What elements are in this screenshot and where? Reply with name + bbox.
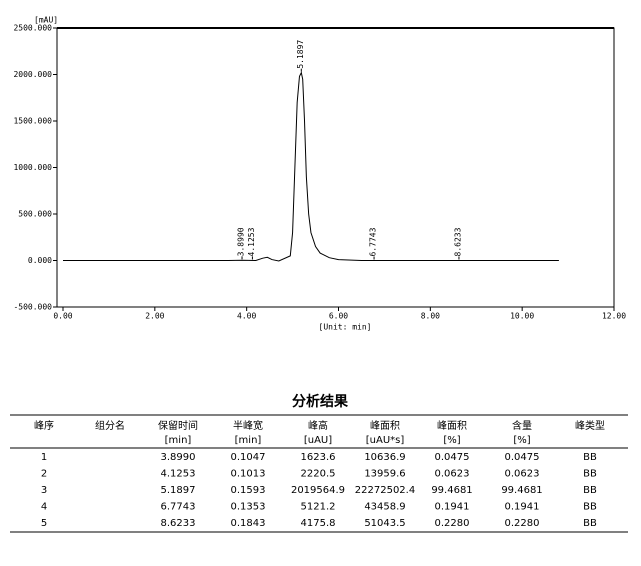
table-cell: 5121.2 — [301, 502, 336, 513]
y-tick-label: 2500.000 — [13, 24, 52, 33]
peak-label: 6.7743 — [369, 227, 378, 256]
table-cell: 10636.9 — [364, 452, 405, 463]
y-tick-label: 1500.000 — [13, 117, 52, 126]
table-cell: 99.4681 — [501, 485, 542, 496]
table-cell: 8.6233 — [161, 518, 196, 529]
table-cell: BB — [583, 452, 597, 463]
table-cell: 4.1253 — [161, 469, 196, 480]
table-cell: 4175.8 — [301, 518, 336, 529]
table: 峰序 组分名 保留时间 [min] 半峰宽 [min] 峰高 [uAU] 峰面积 [uAU*s] 峰… — [34, 419, 605, 529]
table-cell: 0.1843 — [231, 518, 266, 529]
table-cell: 0.2280 — [505, 518, 540, 529]
column-header: 半峰宽 — [233, 419, 263, 432]
peak-label: 4.1253 — [247, 227, 256, 256]
y-tick-label: 1000.000 — [13, 163, 52, 172]
table-cell: 43458.9 — [364, 502, 405, 513]
x-tick-label: 8.00 — [421, 312, 440, 321]
column-unit: [uAU] — [304, 435, 332, 446]
y-tick-label: 2000.000 — [13, 70, 52, 79]
table-cell: 0.0623 — [505, 469, 540, 480]
table-cell: 0.1353 — [231, 502, 266, 513]
table-cell: BB — [583, 518, 597, 529]
x-axis-label: [Unit: min] — [319, 323, 372, 332]
table-cell: 0.1941 — [435, 502, 470, 513]
column-header: 保留时间 — [158, 419, 198, 432]
table-cell: 2 — [41, 469, 47, 480]
table-cell: 4 — [41, 502, 47, 513]
table-cell: 3.8990 — [161, 452, 196, 463]
column-header: 组分名 — [95, 419, 125, 432]
table-cell: 2019564.9 — [291, 485, 345, 496]
table-title: 分析结果 — [292, 393, 349, 410]
table-cell: 3 — [41, 485, 47, 496]
column-unit: [%] — [443, 435, 460, 446]
x-tick-label: 10.00 — [510, 312, 534, 321]
table-cell: BB — [583, 485, 597, 496]
table-cell: 5.1897 — [161, 485, 196, 496]
table-cell: BB — [583, 469, 597, 480]
table-cell: 0.0475 — [435, 452, 470, 463]
table-cell: 0.1941 — [505, 502, 540, 513]
y-tick-label: -500.000 — [13, 303, 52, 312]
table-cell: 5 — [41, 518, 47, 529]
table-cell: 1 — [41, 452, 47, 463]
table-cell: 13959.6 — [364, 469, 405, 480]
column-unit: [min] — [165, 435, 192, 446]
column-unit: [min] — [235, 435, 262, 446]
x-tick-label: 0.00 — [53, 312, 72, 321]
y-axis-label: [mAU] — [34, 16, 58, 25]
table-cell: 0.2280 — [435, 518, 470, 529]
table-cell: 0.0475 — [505, 452, 540, 463]
plot-frame — [56, 27, 615, 308]
peak-label: 8.6233 — [453, 227, 462, 256]
table-cell: 0.0623 — [435, 469, 470, 480]
table-cell: 0.1047 — [231, 452, 266, 463]
x-tick-label: 12.00 — [602, 312, 626, 321]
y-tick-label: 500.000 — [18, 210, 52, 219]
column-unit: [%] — [513, 435, 530, 446]
column-header: 峰面积 — [437, 420, 467, 432]
x-tick-label: 6.00 — [329, 312, 348, 321]
y-tick-label: 0.000 — [28, 256, 52, 265]
peak-label: 3.8990 — [237, 227, 246, 256]
table-cell: 1623.6 — [301, 452, 336, 463]
x-tick-label: 2.00 — [145, 312, 164, 321]
peak-label: 5.1897 — [296, 40, 305, 69]
x-tick-label: 4.00 — [237, 312, 256, 321]
trace — [63, 71, 559, 262]
column-header: 含量 — [512, 419, 532, 432]
table-cell: 2220.5 — [301, 469, 336, 480]
column-header: 峰高 — [308, 419, 328, 432]
column-header: 峰类型 — [575, 419, 605, 432]
column-header: 峰面积 — [370, 420, 400, 432]
table-cell: BB — [583, 502, 597, 513]
table-cell: 0.1593 — [231, 485, 266, 496]
table-cell: 51043.5 — [364, 518, 405, 529]
column-unit: [uAU*s] — [366, 435, 405, 446]
table-cell: 22272502.4 — [355, 485, 415, 496]
table-cell: 99.4681 — [431, 485, 472, 496]
table-cell: 6.7743 — [161, 502, 196, 513]
table-cell: 0.1013 — [231, 469, 266, 480]
column-header: 峰序 — [34, 419, 54, 432]
